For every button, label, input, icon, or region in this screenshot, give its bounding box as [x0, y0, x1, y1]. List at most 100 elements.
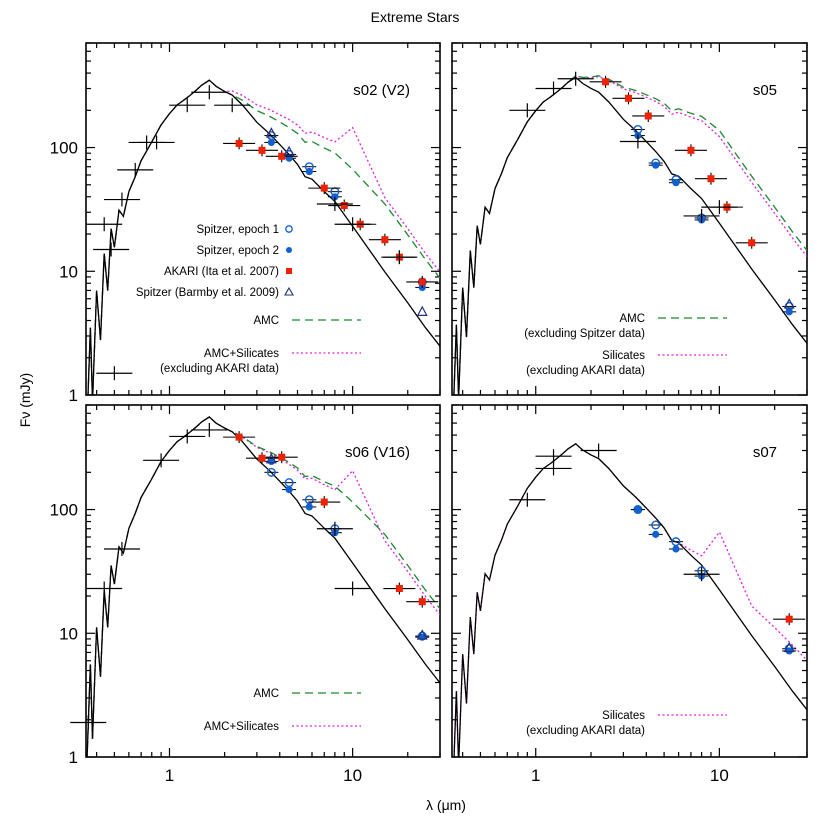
model-curves — [453, 74, 807, 395]
photometry-point — [117, 162, 154, 177]
x-tick-label: 10 — [710, 766, 729, 785]
akari-ita-et-al-2007--point — [246, 452, 279, 465]
spitzer-epoch-2-point — [327, 193, 342, 201]
akari-ita-et-al-2007--point — [265, 451, 298, 464]
akari-ita-et-al-2007--point — [368, 233, 401, 246]
panel-1: 1 10 100 s02 (V2) Spitzer, epoch 1 Spitzer, e… — [50, 42, 441, 405]
spitzer-barmby-et-al-2009--point — [783, 641, 795, 653]
legend-label: AMC+Silicates — [204, 721, 279, 733]
y-tick-label: 100 — [50, 139, 78, 158]
photometry-point — [334, 581, 371, 596]
akari-ita-et-al-2007--point — [328, 199, 361, 212]
photometry-point — [138, 135, 175, 150]
photometry-point — [93, 242, 130, 257]
panel-4: 1 10 s07 Silicates (excluding AKARI data) — [451, 404, 808, 785]
model-curves — [453, 442, 807, 757]
photometry-point — [316, 196, 353, 211]
legend-label: AMC+Silicates — [204, 348, 279, 360]
amc-curve — [453, 74, 807, 395]
stellar-model-curve — [453, 76, 807, 395]
spitzer-epoch-2-point — [668, 545, 683, 553]
spitzer-epoch-2-point — [302, 503, 317, 511]
photometry-point — [96, 366, 133, 381]
silicates-curve — [453, 442, 807, 757]
photometry-point — [86, 581, 123, 596]
spitzer-epoch-2-point — [415, 633, 430, 641]
legend-label: AMC — [619, 313, 645, 325]
photometry-point — [509, 492, 546, 507]
photometry-point — [143, 453, 180, 468]
legend-label: (excluding AKARI data) — [160, 363, 279, 375]
photometry-point — [535, 449, 572, 464]
photometry-point — [535, 461, 572, 476]
y-tick-label: 10 — [59, 624, 78, 643]
legend-label: (excluding AKARI data) — [526, 725, 645, 737]
model-curves — [86, 416, 440, 757]
photometry-point — [70, 715, 107, 730]
y-tick-label: 1 — [69, 386, 78, 405]
panel-label: s06 (V16) — [345, 444, 410, 461]
legend-label: AKARI (Ita et al. 2007) — [164, 266, 279, 278]
photometry-point — [535, 81, 572, 96]
spitzer-epoch-2-point — [302, 167, 317, 176]
akari-ita-et-al-2007--point — [589, 75, 622, 88]
spitzer-epoch-1-point — [264, 467, 279, 477]
spitzer-epoch-2-point — [282, 485, 297, 494]
akari-ita-et-al-2007--point — [406, 275, 439, 288]
legend-marker — [285, 225, 293, 233]
panel-label: s05 — [753, 82, 777, 99]
photometry-point — [191, 422, 228, 437]
legend-label: Silicates — [602, 710, 645, 722]
legend-marker — [286, 247, 292, 253]
akari-ita-et-al-2007--point — [308, 182, 341, 195]
figure-title: Extreme Stars — [370, 9, 460, 25]
akari-ita-et-al-2007--point — [612, 92, 645, 105]
y-tick-label: 100 — [50, 501, 78, 520]
spitzer-epoch-1-point — [648, 520, 663, 530]
photometry-point — [191, 85, 228, 100]
y-axis-label: Fν (mJy) — [17, 373, 33, 427]
x-tick-label: 10 — [343, 766, 362, 785]
akari-ita-et-al-2007--point — [406, 595, 439, 608]
photometry-point — [103, 541, 140, 556]
legend-label: Silicates — [602, 350, 645, 362]
spitzer-barmby-et-al-2009--point — [783, 298, 795, 309]
spitzer-epoch-2-point — [648, 530, 663, 538]
akari-ita-et-al-2007--point — [223, 137, 256, 150]
photometry-point — [169, 429, 206, 444]
legend-label: (excluding AKARI data) — [526, 365, 645, 377]
spitzer-epoch-2-point — [264, 457, 279, 466]
panel-label: s02 (V2) — [353, 82, 410, 99]
akari-ita-et-al-2007--point — [265, 150, 298, 163]
akari-ita-et-al-2007--point — [632, 109, 665, 122]
akari-ita-et-al-2007--point — [773, 613, 806, 626]
legend-label: Spitzer (Barmby et al. 2009) — [136, 287, 279, 299]
photometry-point — [509, 103, 546, 118]
spitzer-epoch-2-point — [782, 308, 797, 316]
spitzer-barmby-et-al-2009--point — [265, 127, 277, 138]
photometry-point — [557, 71, 594, 86]
spitzer-barmby-et-al-2009--point — [265, 452, 277, 464]
photometry-point — [619, 134, 656, 149]
photometry-point — [214, 98, 251, 113]
legend-label: Spitzer, epoch 1 — [197, 224, 279, 236]
x-tick-label: 1 — [165, 766, 174, 785]
y-tick-label: 10 — [59, 262, 78, 281]
akari-ita-et-al-2007--point — [246, 144, 279, 157]
photometry-point — [86, 217, 123, 232]
photometry-point — [334, 217, 371, 232]
legend-label: Spitzer, epoch 2 — [197, 245, 279, 257]
panel-frame — [451, 42, 808, 396]
x-axis-label: λ (μm) — [426, 797, 466, 813]
spitzer-barmby-et-al-2009--point — [416, 629, 428, 640]
spitzer-epoch-1-point — [264, 131, 279, 141]
spitzer-epoch-2-point — [264, 138, 279, 147]
panel-3: 1 10 1 10 100 s06 (V16) AMC AMC+Silicates — [50, 404, 441, 785]
spitzer-barmby-et-al-2009--point — [283, 145, 295, 157]
legend-marker — [284, 286, 294, 296]
photometry-point — [103, 192, 140, 207]
legend-label: (excluding Spitzer data) — [524, 328, 645, 340]
spitzer-epoch-2-point — [668, 179, 683, 187]
photometry-point — [316, 521, 353, 536]
photometry-point — [580, 443, 617, 458]
